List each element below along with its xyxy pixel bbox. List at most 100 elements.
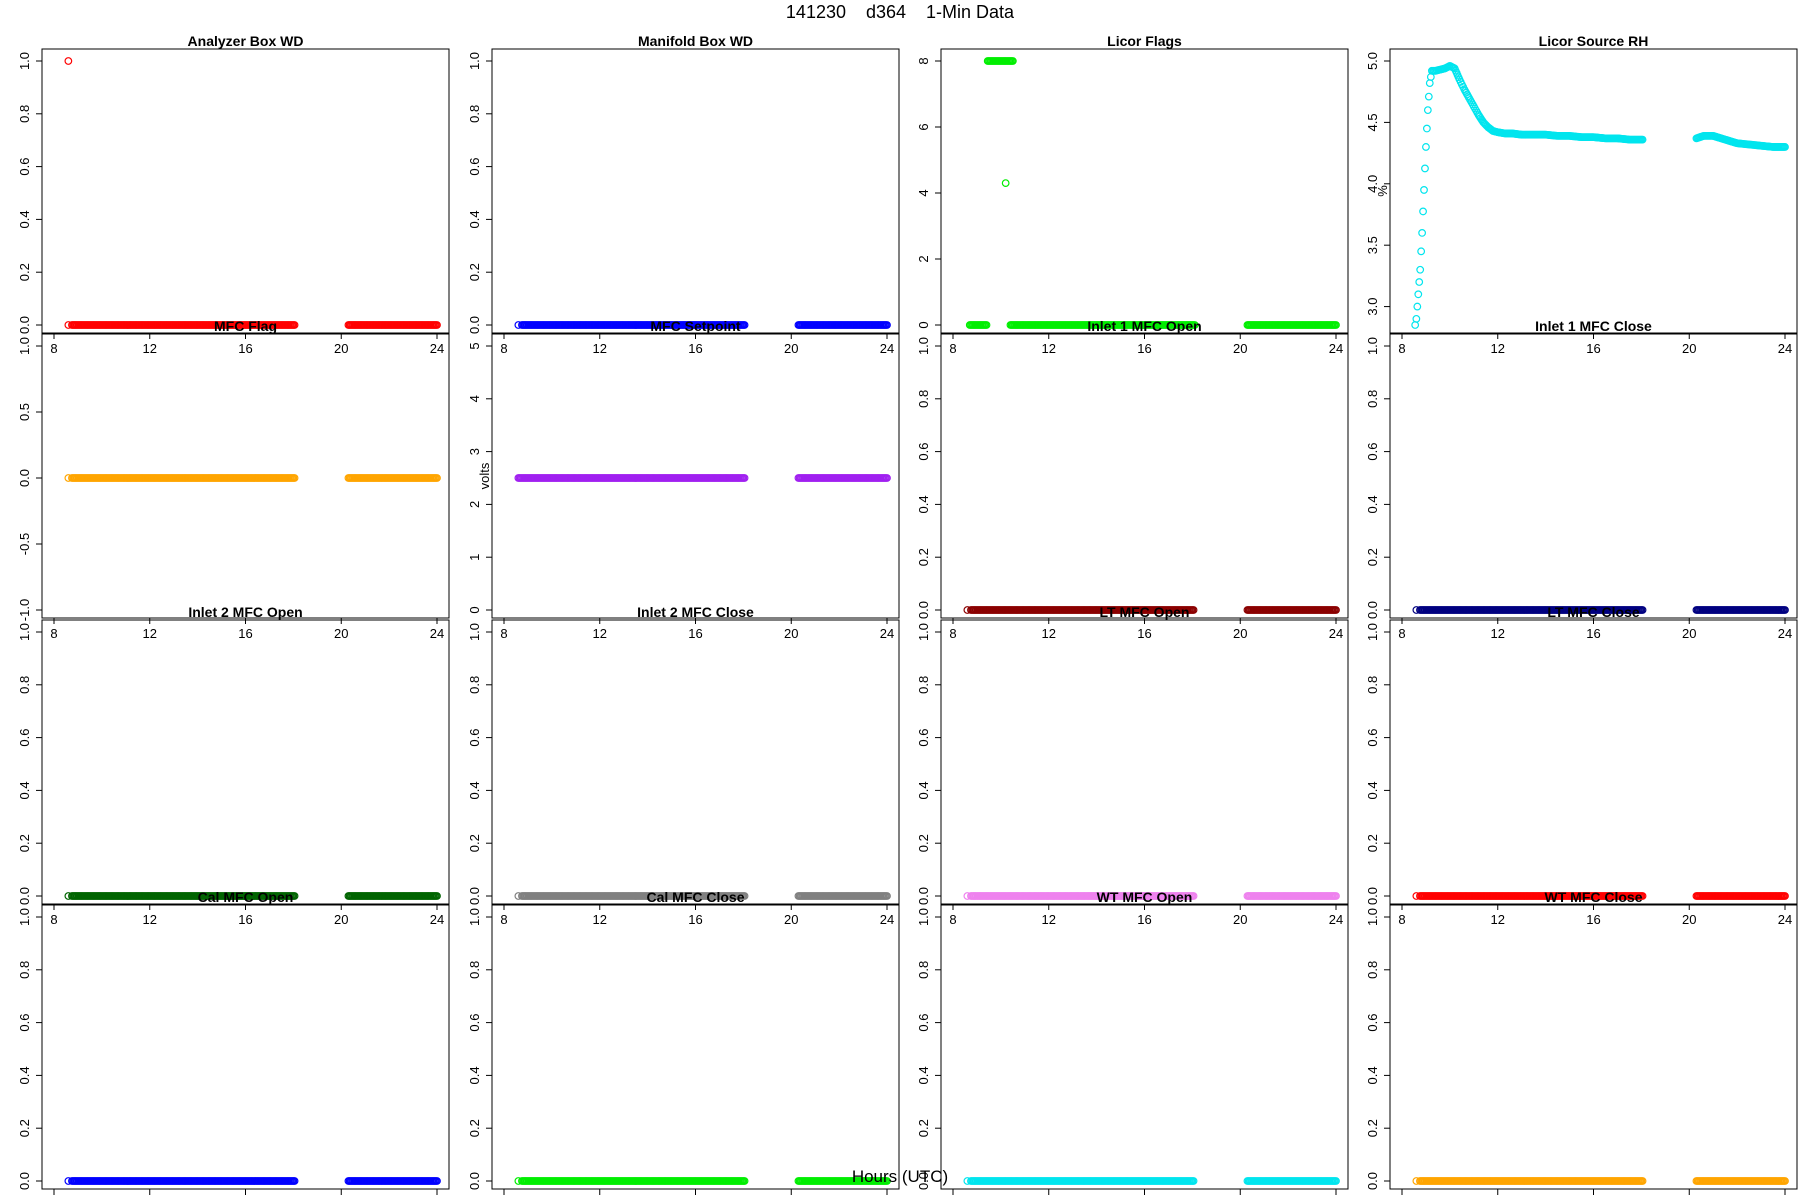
x-tick-label: 24 bbox=[1778, 626, 1792, 641]
plot-frame bbox=[1389, 48, 1798, 334]
plot-frame bbox=[1389, 904, 1798, 1190]
y-tick-label: 0.8 bbox=[17, 105, 32, 123]
y-tick-label: 0.2 bbox=[467, 1119, 482, 1137]
y-tick-label: 0.0 bbox=[17, 469, 32, 487]
x-tick-label: 8 bbox=[500, 912, 507, 927]
y-tick-label: 3.0 bbox=[1365, 298, 1380, 316]
y-tick-label: 1.0 bbox=[467, 52, 482, 70]
x-tick-label: 20 bbox=[1233, 912, 1247, 927]
x-tick-label: 20 bbox=[1682, 626, 1696, 641]
y-tick-label: 0.6 bbox=[467, 1014, 482, 1032]
y-tick-label: 4.5 bbox=[1365, 113, 1380, 131]
plot-frame bbox=[41, 48, 450, 334]
x-tick-label: 8 bbox=[949, 341, 956, 356]
data-series bbox=[965, 57, 1340, 329]
y-tick-label: 1.0 bbox=[1365, 908, 1380, 926]
data-point bbox=[1001, 179, 1010, 188]
y-tick-label: 1.0 bbox=[467, 908, 482, 926]
y-tick-label: 0.4 bbox=[467, 1066, 482, 1084]
chart-title: Inlet 2 MFC Close bbox=[637, 604, 754, 620]
x-tick-label: 20 bbox=[334, 341, 348, 356]
y-tick-label: -0.5 bbox=[17, 533, 32, 555]
data-series bbox=[514, 474, 891, 482]
plot-frame bbox=[940, 48, 1349, 334]
data-point bbox=[982, 321, 991, 329]
y-tick-label: 4 bbox=[467, 395, 482, 402]
y-tick-label: 0.0 bbox=[916, 887, 931, 905]
y-tick-label: 0.8 bbox=[17, 676, 32, 694]
chart-title: Inlet 2 MFC Open bbox=[188, 604, 302, 620]
y-tick-label: 1.0 bbox=[17, 52, 32, 70]
chart-title: Manifold Box WD bbox=[638, 33, 753, 49]
y-tick-label: 0.2 bbox=[916, 1119, 931, 1137]
data-point bbox=[433, 321, 441, 329]
x-tick-label: 12 bbox=[593, 341, 607, 356]
y-tick-label: 2 bbox=[916, 255, 931, 262]
y-tick-label: 0.6 bbox=[467, 729, 482, 747]
x-tick-label: 12 bbox=[143, 341, 157, 356]
y-tick-label: 0 bbox=[467, 606, 482, 613]
data-point bbox=[1413, 302, 1422, 311]
y-tick-label: 0.6 bbox=[467, 158, 482, 176]
data-point bbox=[64, 321, 73, 329]
plot-frame bbox=[41, 904, 450, 1190]
plot-frame bbox=[491, 48, 900, 334]
data-point bbox=[1425, 79, 1434, 87]
x-tick-label: 16 bbox=[1137, 341, 1151, 356]
y-tick-label: 1.0 bbox=[1365, 337, 1380, 355]
y-tick-label: 5 bbox=[467, 342, 482, 349]
data-point bbox=[514, 321, 523, 329]
y-tick-label: 0.4 bbox=[17, 210, 32, 228]
y-tick-label: 1.0 bbox=[467, 623, 482, 641]
x-tick-label: 20 bbox=[334, 912, 348, 927]
x-tick-label: 12 bbox=[1491, 341, 1505, 356]
y-tick-label: 0.6 bbox=[17, 158, 32, 176]
x-tick-label: 8 bbox=[50, 912, 57, 927]
data-point bbox=[290, 474, 299, 482]
data-point bbox=[1638, 135, 1647, 144]
y-axis-label: volts bbox=[477, 462, 492, 489]
y-tick-label: 0.8 bbox=[916, 676, 931, 694]
y-tick-label: 0.2 bbox=[1365, 548, 1380, 566]
y-tick-label: 0.4 bbox=[17, 781, 32, 799]
y-tick-label: 0.8 bbox=[467, 676, 482, 694]
y-tick-label: 0.0 bbox=[467, 887, 482, 905]
x-tick-label: 16 bbox=[238, 626, 252, 641]
x-tick-label: 24 bbox=[430, 341, 444, 356]
x-tick-label: 8 bbox=[1398, 912, 1405, 927]
x-tick-label: 16 bbox=[688, 912, 702, 927]
y-tick-label: 0.6 bbox=[17, 729, 32, 747]
chart-title: LT MFC Close bbox=[1547, 604, 1640, 620]
x-tick-label: 8 bbox=[500, 341, 507, 356]
y-tick-label: 0.2 bbox=[916, 548, 931, 566]
y-tick-label: 0.2 bbox=[467, 263, 482, 281]
y-tick-label: 4.0 bbox=[1365, 175, 1380, 193]
y-tick-label: 0.4 bbox=[1365, 1066, 1380, 1084]
y-tick-label: 0.4 bbox=[1365, 781, 1380, 799]
x-tick-label: 20 bbox=[784, 912, 798, 927]
x-tick-label: 24 bbox=[880, 341, 894, 356]
x-tick-label: 20 bbox=[334, 626, 348, 641]
x-tick-label: 8 bbox=[1398, 341, 1405, 356]
y-tick-label: 0.6 bbox=[916, 729, 931, 747]
y-tick-label: 0.8 bbox=[1365, 961, 1380, 979]
plot-frame bbox=[1389, 333, 1798, 619]
data-point bbox=[1008, 57, 1017, 65]
y-tick-label: 0.4 bbox=[916, 781, 931, 799]
x-tick-label: 20 bbox=[1682, 341, 1696, 356]
y-tick-label: 0.8 bbox=[916, 390, 931, 408]
chart-panel: Manifold Box WD8 12 16 20 240.00.20.40.60.81… bbox=[467, 33, 900, 356]
data-point bbox=[1420, 186, 1428, 194]
y-tick-label: 0.8 bbox=[467, 105, 482, 123]
x-tick-label: 24 bbox=[430, 912, 444, 927]
x-tick-label: 12 bbox=[143, 626, 157, 641]
y-tick-label: 1.0 bbox=[916, 908, 931, 926]
y-tick-label: 0.2 bbox=[467, 834, 482, 852]
x-tick-label: 8 bbox=[50, 626, 57, 641]
